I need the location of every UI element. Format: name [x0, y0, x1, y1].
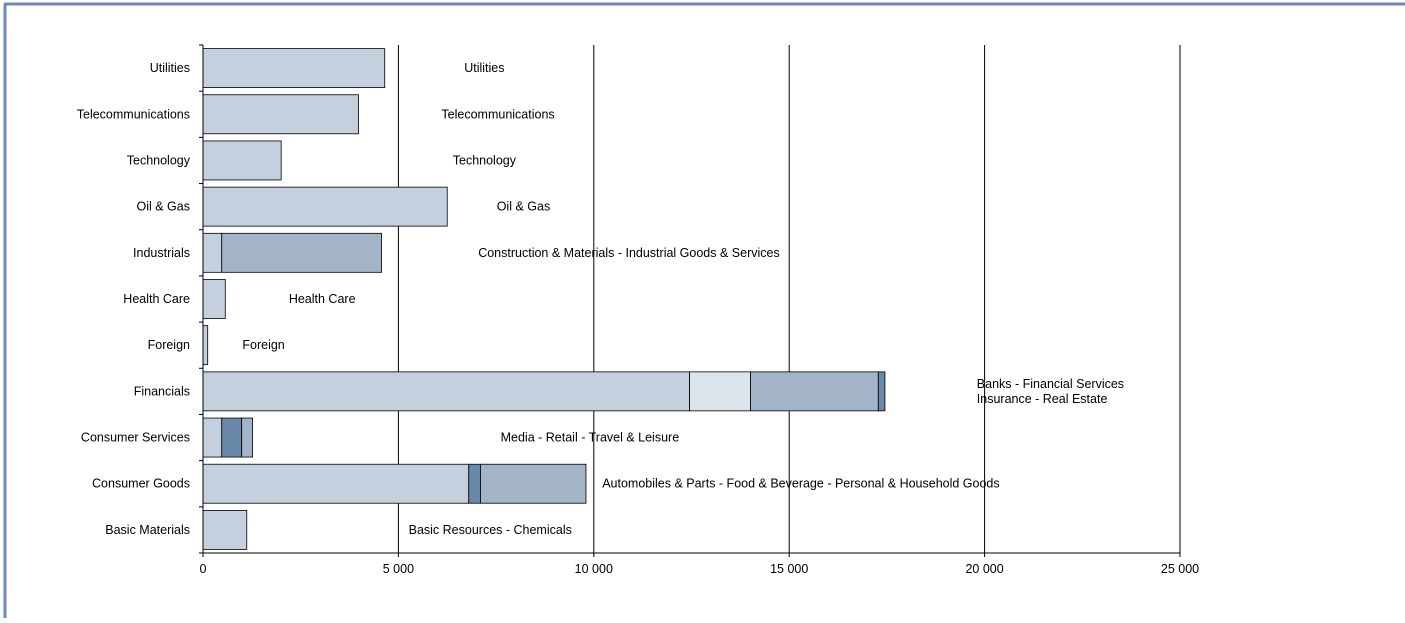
category-label-utilities: Utilities: [150, 61, 190, 75]
category-label-telecommunications: Telecommunications: [77, 107, 190, 121]
bar-consumer-services-segment-1: [202, 417, 223, 458]
category-label-basic-materials: Basic Materials: [105, 523, 190, 537]
x-tick-label-0: 0: [200, 562, 207, 576]
bar-consumer-goods-segment-3: [480, 463, 587, 504]
annotation-consumer-goods: Automobiles & Parts - Food & Beverage - …: [602, 477, 999, 491]
annotation-foreign: Foreign: [242, 338, 284, 352]
bar-health-care-segment-1: [202, 279, 226, 319]
x-tick-label-4: 20 000: [965, 562, 1003, 576]
axes: [199, 44, 1181, 557]
bar-financials-segment-3: [750, 371, 879, 412]
annotation-basic-materials: Basic Resources - Chemicals: [409, 523, 572, 537]
category-label-consumer-services: Consumer Services: [81, 431, 190, 445]
bar-consumer-goods-segment-1: [202, 463, 470, 504]
annotation-financials-line-1: Banks - Financial Services: [977, 377, 1124, 391]
bar-consumer-goods-segment-2: [468, 463, 481, 504]
annotation-health-care: Health Care: [289, 292, 356, 306]
bars: [202, 48, 886, 550]
x-tick-label-2: 10 000: [575, 562, 613, 576]
x-tick-label-1: 5 000: [383, 562, 414, 576]
category-label-technology: Technology: [127, 153, 191, 167]
annotation-consumer-services: Media - Retail - Travel & Leisure: [501, 431, 680, 445]
bar-industrials-segment-1: [202, 232, 223, 273]
category-label-consumer-goods: Consumer Goods: [92, 477, 190, 491]
bar-telecommunications-segment-1: [202, 94, 359, 135]
gridlines: [397, 45, 1181, 553]
bar-technology-segment-1: [202, 140, 282, 181]
annotations: Utilities Telecommunications Technology Oil…: [242, 61, 1124, 537]
bar-consumer-services-segment-2: [221, 417, 243, 458]
bar-consumer-services-segment-3: [241, 417, 254, 458]
annotation-financials-line-2: Insurance - Real Estate: [977, 392, 1108, 406]
annotation-technology: Technology: [453, 153, 517, 167]
bar-utilities-segment-1: [202, 48, 386, 88]
category-label-financials: Financials: [134, 384, 190, 398]
x-tick-label-5: 25 000: [1161, 562, 1199, 576]
x-tick-labels: 0 5 000 10 000 15 000 20 000 25 000: [200, 562, 1200, 576]
annotation-industrials: Construction & Materials - Industrial Go…: [478, 246, 780, 260]
category-label-industrials: Industrials: [133, 246, 190, 260]
frame-border: [3, 2, 1405, 618]
bar-foreign-segment-1: [202, 325, 209, 366]
annotation-telecommunications: Telecommunications: [441, 107, 554, 121]
bar-industrials-segment-2: [221, 232, 382, 273]
category-labels: Utilities Telecommunications Technology Oil…: [77, 61, 191, 537]
category-label-oil-and-gas: Oil & Gas: [137, 200, 191, 214]
bar-financials-segment-4: [877, 371, 886, 412]
annotation-utilities: Utilities: [464, 61, 504, 75]
bar-financials-segment-1: [202, 371, 690, 412]
bar-oil-and-gas-segment-1: [202, 186, 448, 227]
annotation-oil-and-gas: Oil & Gas: [497, 200, 551, 214]
category-label-foreign: Foreign: [148, 338, 190, 352]
bar-financials-segment-2: [689, 371, 751, 412]
bar-basic-materials-segment-1: [202, 510, 248, 550]
x-tick-label-3: 15 000: [770, 562, 808, 576]
category-label-health-care: Health Care: [123, 292, 190, 306]
